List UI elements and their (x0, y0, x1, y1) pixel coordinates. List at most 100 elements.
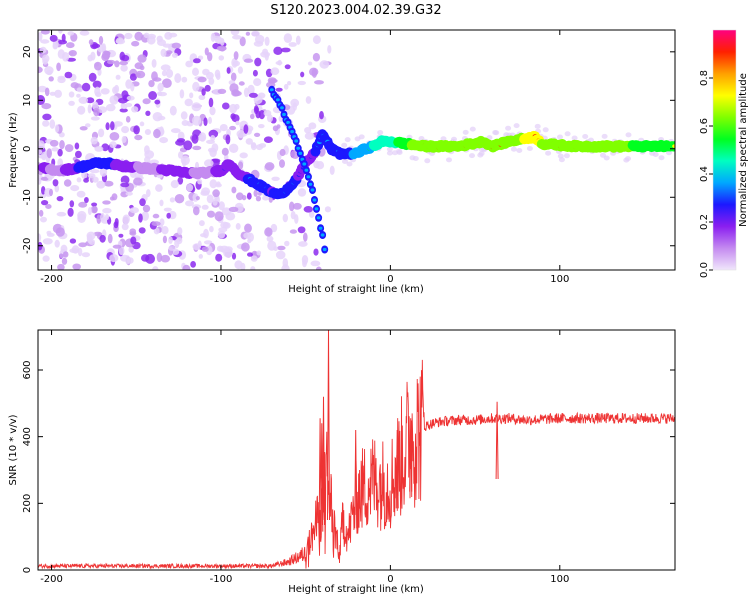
noise-speckle (281, 264, 290, 270)
noise-speckle (134, 31, 143, 41)
noise-speckle (192, 145, 202, 151)
noise-speckle (121, 54, 130, 62)
noise-speckle (114, 60, 120, 68)
noise-speckle (122, 214, 130, 225)
noise-speckle (267, 114, 273, 123)
noise-speckle (38, 233, 42, 242)
noise-speckle (93, 107, 100, 117)
noise-speckle (124, 32, 133, 40)
snr-x-ticks: -200 -100 0 100 (40, 330, 569, 585)
noise-speckle (273, 246, 278, 252)
noise-speckle (40, 216, 47, 223)
noise-speckle (298, 241, 308, 247)
noise-speckle (201, 88, 206, 96)
noise-speckle (129, 207, 139, 214)
noise-speckle (85, 97, 95, 104)
noise-speckle (160, 254, 171, 263)
noise-speckle (145, 253, 156, 264)
noise-speckle (308, 122, 317, 130)
noise-speckle (558, 157, 565, 163)
noise-speckle (297, 188, 307, 197)
snr-spike (395, 429, 399, 509)
noise-speckle (78, 242, 88, 248)
noise-speckle (305, 96, 312, 104)
noise-speckle (241, 242, 250, 252)
noise-speckle (144, 145, 150, 155)
y-tick-label: 600 (22, 360, 33, 379)
noise-speckle (142, 204, 151, 213)
noise-speckle (86, 234, 92, 243)
noise-speckle (273, 46, 283, 55)
noise-speckle (297, 80, 306, 86)
noise-speckle (233, 51, 239, 60)
noise-speckle (151, 221, 161, 227)
noise-speckle (46, 232, 55, 237)
noise-speckle (310, 260, 321, 267)
noise-speckle (601, 133, 608, 139)
noise-speckle (526, 146, 533, 151)
x-tick-label: 100 (550, 274, 569, 285)
noise-speckle (57, 148, 63, 157)
noise-speckle (392, 150, 398, 156)
noise-speckle (250, 143, 257, 151)
noise-speckle (46, 148, 52, 159)
noise-speckle (206, 194, 214, 204)
noise-speckle (38, 140, 45, 150)
noise-speckle (505, 125, 512, 131)
noise-speckle (243, 87, 250, 98)
noise-speckle (236, 129, 246, 139)
noise-speckle (218, 201, 225, 211)
noise-speckle (44, 87, 50, 97)
noise-speckle (276, 124, 281, 129)
noise-speckle (155, 184, 163, 192)
noise-speckle (109, 141, 117, 149)
noise-speckle (98, 128, 105, 138)
noise-speckle (109, 132, 120, 141)
noise-speckle (243, 58, 254, 63)
noise-speckle (316, 266, 322, 270)
noise-speckle (79, 126, 88, 131)
noise-speckle (245, 138, 253, 145)
noise-speckle (217, 230, 226, 239)
noise-speckle (262, 195, 270, 201)
noise-speckle (193, 58, 201, 64)
x-tick-label: -200 (40, 274, 63, 285)
noise-speckle (99, 234, 106, 243)
noise-speckle (143, 32, 150, 38)
signal-blob-core (314, 207, 319, 211)
noise-speckle (133, 125, 140, 135)
spectrogram-y-ticks: -20 -10 0 10 20 (22, 45, 675, 254)
noise-speckle (112, 244, 122, 249)
noise-speckle (124, 102, 133, 108)
y-tick-label: 20 (22, 45, 33, 58)
noise-speckle (396, 150, 403, 155)
noise-speckle (166, 212, 171, 219)
noise-speckle (220, 221, 229, 229)
noise-speckle (181, 120, 189, 126)
noise-speckle (324, 206, 331, 213)
noise-speckle (125, 79, 133, 89)
noise-speckle (57, 263, 65, 270)
noise-speckle (78, 96, 89, 104)
noise-speckle (114, 84, 120, 94)
x-tick-label: 100 (550, 574, 569, 585)
noise-speckle (232, 60, 240, 67)
noise-speckle (198, 94, 206, 101)
noise-speckle (212, 189, 220, 198)
noise-speckle (201, 204, 209, 210)
noise-speckle (77, 210, 87, 221)
noise-speckle (231, 252, 237, 260)
noise-speckle (74, 142, 80, 150)
noise-speckle (130, 236, 137, 245)
noise-speckle (76, 177, 82, 183)
noise-speckle (255, 195, 261, 202)
noise-speckle (168, 236, 173, 244)
colorbar-label: Normalized spectral amplitude (738, 73, 749, 227)
noise-speckle (210, 135, 216, 142)
noise-speckle (649, 150, 656, 156)
noise-speckle (241, 195, 247, 201)
y-tick-label: 200 (22, 494, 33, 513)
noise-speckle (151, 71, 158, 81)
noise-speckle (113, 121, 123, 127)
